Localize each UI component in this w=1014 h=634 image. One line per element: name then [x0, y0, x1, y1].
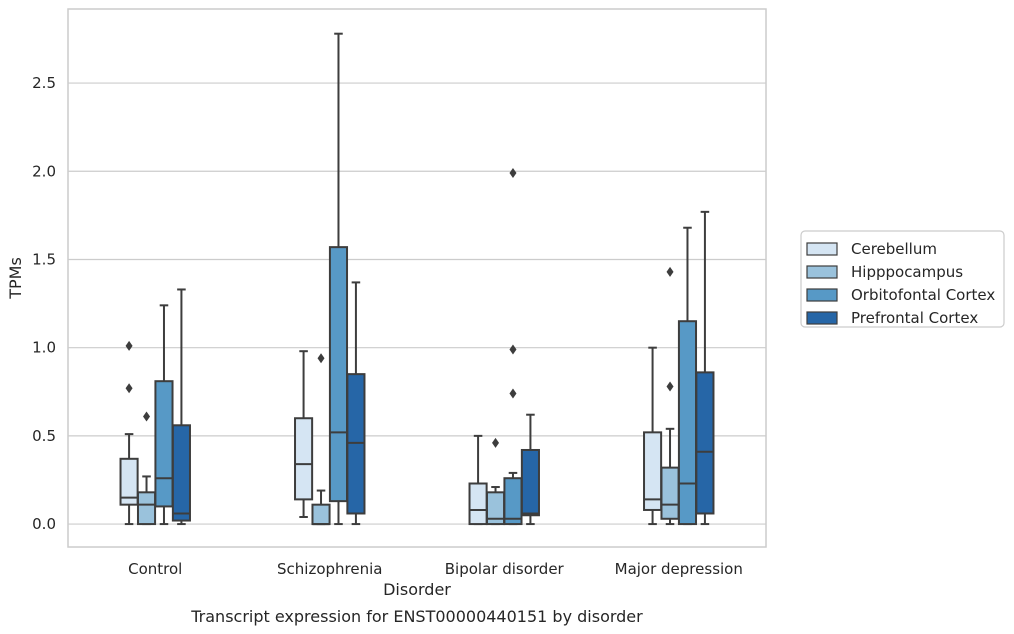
box-hipppocampus: [660, 266, 680, 526]
y-tick-label: 0.0: [32, 515, 56, 533]
x-tick-label: Schizophrenia: [277, 560, 382, 578]
x-axis-label: Disorder: [383, 580, 451, 599]
y-axis-label: TPMs: [6, 257, 25, 300]
box-body: [136, 491, 157, 526]
box-hipppocampus: [136, 411, 157, 526]
x-tick-label: Bipolar disorder: [445, 560, 565, 578]
outlier-point: [492, 437, 500, 448]
plot-area-frame: [67, 8, 767, 548]
box-body: [520, 448, 540, 517]
legend: Cerebellum Hipppocampus Orbitofontal Corte…: [800, 230, 1005, 328]
box-body: [503, 477, 523, 526]
outlier-point: [666, 266, 674, 277]
legend-swatch: [806, 311, 838, 325]
outlier-point: [509, 168, 517, 179]
box-prefrontal-cortex: [695, 210, 715, 526]
legend-swatch: [806, 288, 838, 302]
box-cerebellum: [468, 434, 488, 526]
box-body: [468, 482, 488, 526]
legend-frame: [800, 230, 1005, 328]
box-body: [154, 380, 174, 508]
y-tick-label: 2.5: [32, 74, 56, 92]
box-body: [695, 371, 715, 515]
legend-item: Cerebellum: [806, 240, 937, 258]
box-body: [643, 431, 663, 511]
legend-label: Orbitofontal Cortex: [851, 286, 995, 304]
y-tick-label: 0.5: [32, 427, 56, 445]
legend-label: Cerebellum: [851, 240, 937, 258]
y-tick-label: 2.0: [32, 162, 56, 180]
box-body: [660, 466, 680, 520]
box-hipppocampus: [485, 437, 506, 526]
box-orbitofontal-cortex: [677, 226, 698, 526]
box-orbitofontal-cortex: [154, 304, 174, 526]
outlier-point: [509, 388, 517, 399]
box-body: [311, 503, 331, 526]
box-prefrontal-cortex: [346, 281, 366, 526]
chart-title: Transcript expression for ENST0000044015…: [190, 607, 643, 626]
outlier-point: [509, 344, 517, 355]
legend-swatch: [806, 265, 838, 279]
box-hipppocampus: [311, 353, 331, 526]
legend-item: Hipppocampus: [806, 263, 963, 281]
box-prefrontal-cortex: [171, 288, 191, 526]
box-body: [294, 417, 314, 501]
legend-item: Orbitofontal Cortex: [806, 286, 995, 304]
y-tick-label: 1.0: [32, 339, 56, 357]
legend-item: Prefrontal Cortex: [806, 309, 978, 327]
x-tick-label: Control: [128, 560, 182, 578]
box-body: [171, 424, 191, 522]
box-body: [328, 246, 349, 503]
y-tick-label: 1.5: [32, 250, 56, 268]
box-series: [119, 32, 715, 526]
box-orbitofontal-cortex: [328, 32, 349, 526]
outlier-point: [125, 340, 133, 351]
box-body: [119, 457, 139, 506]
legend-label: Prefrontal Cortex: [851, 309, 978, 327]
y-axis-ticks: 0.0 0.5 1.0 1.5 2.0 2.5: [32, 74, 56, 533]
x-tick-label: Major depression: [615, 560, 743, 578]
legend-label: Hipppocampus: [851, 263, 963, 281]
outlier-point: [125, 383, 133, 394]
box-prefrontal-cortex: [520, 413, 540, 526]
x-axis-ticks: Control Schizophrenia Bipolar disorder Majo…: [128, 560, 743, 578]
box-cerebellum: [643, 346, 663, 526]
legend-swatch: [806, 242, 838, 256]
box-orbitofontal-cortex: [503, 168, 523, 526]
outlier-point: [666, 381, 674, 392]
box-cerebellum: [119, 340, 139, 526]
outlier-point: [143, 411, 151, 422]
box-body: [677, 320, 698, 526]
box-cerebellum: [294, 350, 314, 519]
outlier-point: [317, 353, 325, 364]
